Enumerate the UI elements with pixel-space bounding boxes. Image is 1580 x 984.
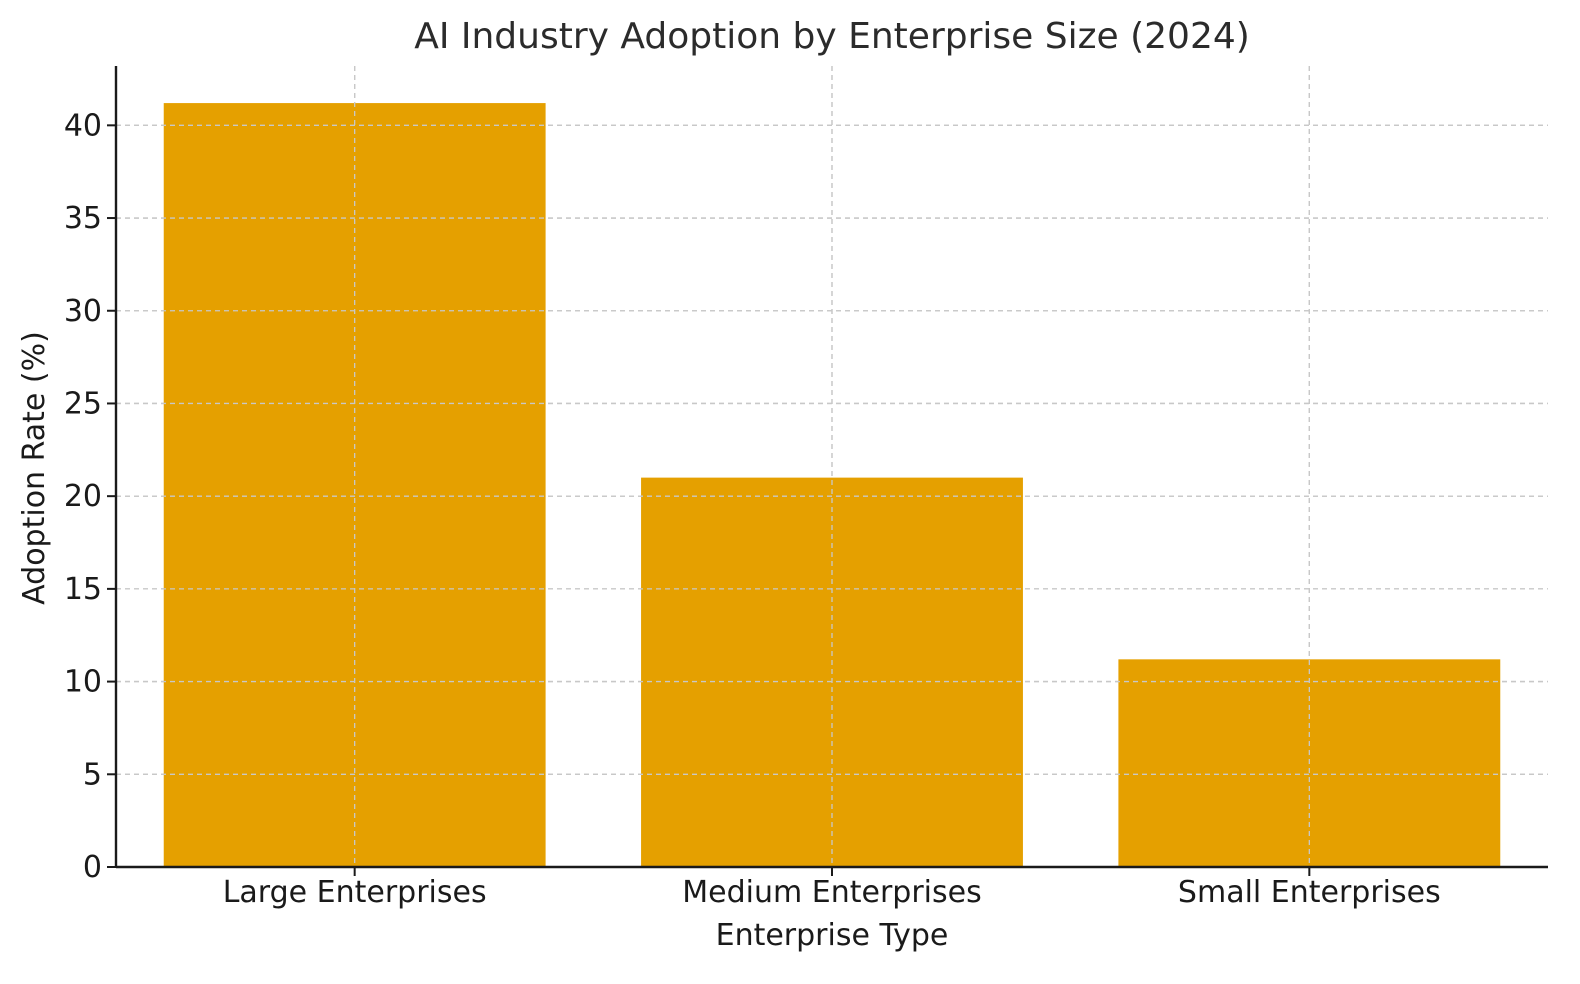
- y-tick-label: 5: [83, 757, 102, 792]
- y-tick-label: 15: [64, 572, 102, 607]
- label-layer: AI Industry Adoption by Enterprise Size …: [17, 16, 1250, 953]
- y-tick-label: 25: [64, 386, 102, 421]
- y-tick-label: 10: [64, 665, 102, 700]
- x-tick-label: Large Enterprises: [223, 875, 487, 910]
- x-tick-label: Small Enterprises: [1178, 875, 1441, 910]
- x-tick-label: Medium Enterprises: [682, 875, 981, 910]
- y-tick-label: 0: [83, 850, 102, 885]
- chart-title: AI Industry Adoption by Enterprise Size …: [414, 16, 1250, 57]
- y-tick-label: 20: [64, 479, 102, 514]
- y-axis-label: Adoption Rate (%): [17, 331, 52, 605]
- y-tick-label: 40: [64, 108, 102, 143]
- y-tick-label: 35: [64, 201, 102, 236]
- x-axis-label: Enterprise Type: [716, 918, 949, 953]
- bar-layer: [116, 66, 1548, 868]
- y-tick-label: 30: [64, 294, 102, 329]
- axis-layer: 0 5 10 15 20 25 30 35 40 Large Enterprises Medium …: [64, 66, 1548, 910]
